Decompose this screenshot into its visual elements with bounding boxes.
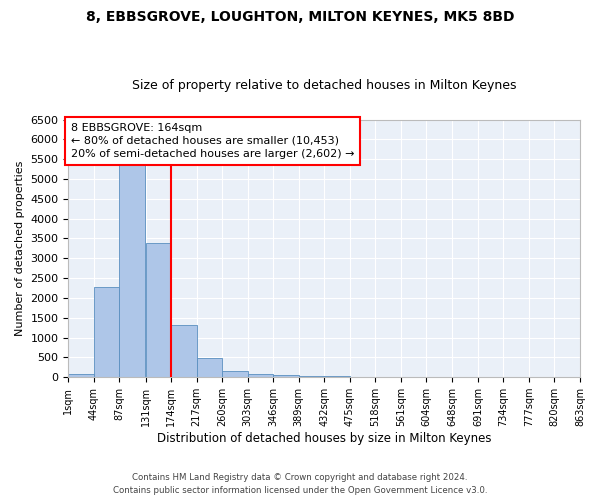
Bar xyxy=(324,376,350,377)
Bar xyxy=(171,326,197,377)
X-axis label: Distribution of detached houses by size in Milton Keynes: Distribution of detached houses by size … xyxy=(157,432,491,445)
Bar xyxy=(248,374,273,377)
Text: 8, EBBSGROVE, LOUGHTON, MILTON KEYNES, MK5 8BD: 8, EBBSGROVE, LOUGHTON, MILTON KEYNES, M… xyxy=(86,10,514,24)
Title: Size of property relative to detached houses in Milton Keynes: Size of property relative to detached ho… xyxy=(132,79,517,92)
Text: Contains HM Land Registry data © Crown copyright and database right 2024.
Contai: Contains HM Land Registry data © Crown c… xyxy=(113,474,487,495)
Bar xyxy=(197,358,222,377)
Bar xyxy=(273,375,299,377)
Bar xyxy=(222,371,248,377)
Y-axis label: Number of detached properties: Number of detached properties xyxy=(15,160,25,336)
Bar xyxy=(94,287,119,377)
Bar xyxy=(299,376,324,377)
Text: 8 EBBSGROVE: 164sqm
← 80% of detached houses are smaller (10,453)
20% of semi-de: 8 EBBSGROVE: 164sqm ← 80% of detached ho… xyxy=(71,122,354,159)
Bar xyxy=(68,374,94,377)
Bar xyxy=(119,162,145,377)
Bar xyxy=(146,243,171,377)
